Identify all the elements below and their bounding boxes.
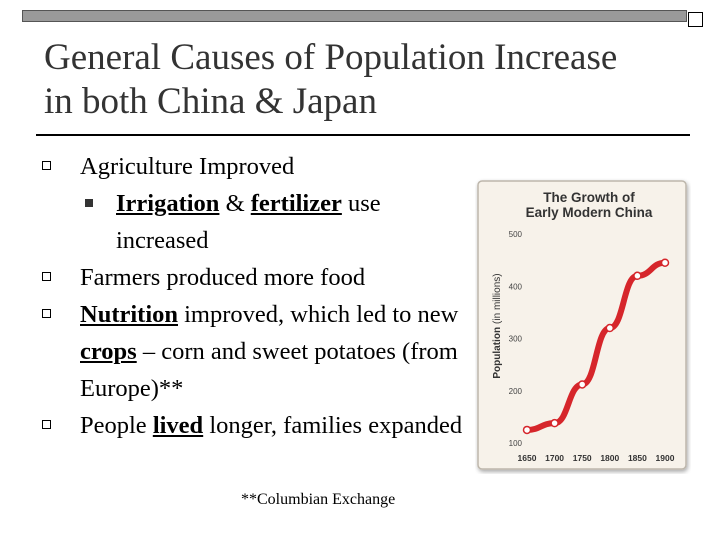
bullet-text: – corn and sweet potatoes (from Europe)*… <box>80 338 458 402</box>
bullet-text: Farmers produced more food <box>80 264 366 291</box>
bullet-list: Agriculture Improved Irrigation & fertil… <box>40 148 470 444</box>
y-tick-label: 300 <box>509 335 523 344</box>
x-tick-label: 1900 <box>656 453 675 463</box>
bullet-text: Agriculture Improved <box>80 153 295 180</box>
title-line-1: General Causes of Population Increase <box>44 37 618 78</box>
chart-svg: The Growth of Early Modern China Populat… <box>477 180 687 470</box>
bullet-text: improved, which led to new <box>178 301 459 328</box>
data-point <box>577 380 587 389</box>
footnote: **Columbian Exchange <box>241 491 396 508</box>
term-crops: crops <box>80 338 137 365</box>
sub-text-rest: use increased <box>116 190 381 254</box>
sub-bullet-irrigation: Irrigation & fertilizer use increased <box>40 185 470 259</box>
data-point <box>633 271 642 281</box>
sub-text-amp: & <box>219 190 251 217</box>
hollow-square-bullet-icon <box>42 309 51 318</box>
population-chart: The Growth of Early Modern China Populat… <box>475 178 691 474</box>
slide-corner-box <box>688 12 703 27</box>
x-tick-label: 1800 <box>600 453 619 463</box>
term-irrigation: Irrigation <box>116 190 220 217</box>
bullet-farmers: Farmers produced more food <box>40 259 470 296</box>
y-tick-label: 100 <box>509 439 523 448</box>
data-point <box>605 323 615 333</box>
chart-title-line-1: The Growth of <box>543 190 635 205</box>
title-divider <box>36 134 690 136</box>
data-point <box>522 425 532 435</box>
hollow-square-bullet-icon <box>42 272 51 281</box>
data-point <box>660 258 670 267</box>
x-tick-label: 1700 <box>545 453 564 463</box>
hollow-square-bullet-icon <box>42 161 51 170</box>
x-ticks: 1650 1700 1750 1800 1850 1900 <box>518 453 675 463</box>
x-tick-label: 1850 <box>628 453 647 463</box>
hollow-square-bullet-icon <box>42 420 51 429</box>
bullet-lived: People lived longer, families expanded <box>40 407 470 444</box>
x-tick-label: 1650 <box>518 453 537 463</box>
y-ticks: 100 200 300 400 500 <box>509 230 523 448</box>
term-lived: lived <box>152 412 204 439</box>
y-tick-label: 400 <box>509 282 523 291</box>
bullet-agriculture: Agriculture Improved <box>40 148 470 185</box>
chart-title-line-2: Early Modern China <box>526 205 653 220</box>
x-tick-label: 1750 <box>573 453 592 463</box>
y-tick-label: 200 <box>509 387 523 396</box>
y-axis-label-unit: (in millions) <box>492 273 503 324</box>
y-axis-label-main: Population <box>492 327 503 379</box>
filled-square-bullet-icon <box>85 199 93 207</box>
term-fertilizer: fertilizer <box>250 190 342 217</box>
bullet-text: People <box>80 412 153 439</box>
bullet-nutrition: Nutrition improved, which led to new cro… <box>40 296 470 407</box>
slide-top-bar <box>22 10 687 22</box>
slide-title: General Causes of Population Increase in… <box>44 36 684 124</box>
chart-background <box>477 180 687 470</box>
bullet-text: longer, families expanded <box>203 412 463 439</box>
y-tick-label: 500 <box>509 230 523 239</box>
title-line-2: in both China & Japan <box>44 81 377 122</box>
term-nutrition: Nutrition <box>80 301 178 328</box>
series-layer <box>522 258 670 435</box>
y-axis-label: Population (in millions) <box>492 273 503 378</box>
data-point <box>550 418 559 428</box>
